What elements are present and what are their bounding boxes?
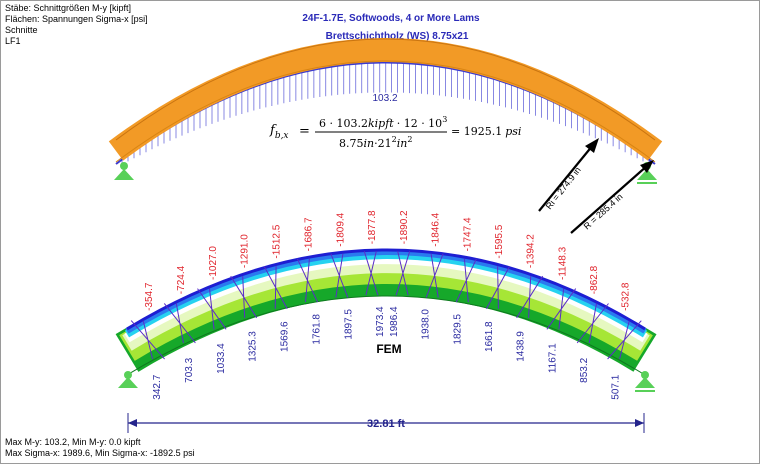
stress-label-bottom: 1661.8 xyxy=(484,321,495,352)
stress-label-top: -1148.3 xyxy=(557,246,568,280)
info-max-moment: Max M-y: 103.2, Min M-y: 0.0 kipft xyxy=(5,437,141,447)
stress-label-top: -1686.7 xyxy=(304,217,315,251)
stress-label-bottom: 1897.5 xyxy=(343,309,354,340)
support-lower-right[interactable] xyxy=(635,371,655,392)
stress-label-bottom: 853.2 xyxy=(579,357,590,382)
stress-label-bottom: 1167.1 xyxy=(547,343,558,373)
stress-label-top: -862.8 xyxy=(589,265,600,294)
stress-label-bottom: 1829.5 xyxy=(452,314,463,345)
upper-beam-top-edge xyxy=(115,38,656,141)
stress-label-top: -1394.2 xyxy=(526,234,537,268)
fem-label: FEM xyxy=(376,342,401,356)
stress-label-top: -1890.2 xyxy=(399,210,410,244)
info-loadcase: LF1 xyxy=(5,36,21,46)
stress-label-top: -1846.4 xyxy=(431,212,442,246)
stress-label-top: -1747.4 xyxy=(462,217,473,251)
moment-max-label: 103.2 xyxy=(372,93,397,104)
stress-label-bottom: 1569.6 xyxy=(280,321,291,352)
stress-label-bottom: 1438.9 xyxy=(516,331,527,362)
info-members: Stäbe: Schnittgrößen M-y [kipft] xyxy=(5,3,132,13)
title-section: Brettschichtholz (WS) 8.75x21 xyxy=(326,31,469,42)
stress-label-bottom: 1986.4 xyxy=(389,306,400,337)
moment-diagram-hatch xyxy=(121,62,650,165)
support-lower-left[interactable] xyxy=(118,371,138,388)
outer-radius-label: R = 285.4 in xyxy=(582,191,625,231)
stress-label-bottom: 1033.4 xyxy=(216,343,227,374)
stress-label-bottom: 703.3 xyxy=(184,357,195,382)
svg-text:6 · 103.2kipft· 12 · 103: 6 · 103.2kipft · 12 · 103 xyxy=(319,115,447,130)
upper-beam-bottom-edge xyxy=(115,60,656,163)
span-dimension: 32.81 ft xyxy=(127,413,645,433)
stress-label-top: -1809.4 xyxy=(335,212,346,246)
stress-label-bottom: 342.7 xyxy=(152,374,163,399)
stress-label-top: -1027.0 xyxy=(208,246,219,280)
stress-label-top: -1595.5 xyxy=(494,224,505,258)
stress-label-top: -1877.8 xyxy=(367,210,378,244)
svg-text:8.75in·212in2: 8.75in·212in2 xyxy=(339,135,412,150)
stress-label-top: -354.7 xyxy=(144,282,155,311)
fem-section-lines xyxy=(130,251,642,360)
upper-beam[interactable]: 103.2 xyxy=(108,38,663,165)
inner-radius-label: Ri = 274.9 in xyxy=(544,165,583,211)
stress-label-bottom: 1938.0 xyxy=(421,309,432,340)
span-length-label: 32.81 ft xyxy=(367,418,405,430)
stress-label-bottom: 1325.3 xyxy=(248,331,259,362)
stress-label-top: -532.8 xyxy=(620,282,631,311)
stress-label-bottom: 1973.4 xyxy=(375,306,386,337)
upper-beam-body xyxy=(108,38,663,161)
bending-stress-equation: fb,x = 6 · 103.2kipft · 12 · 103 8.75in·2… xyxy=(269,115,521,150)
support-upper-left[interactable] xyxy=(114,162,134,180)
stress-label-top: -1512.5 xyxy=(272,224,283,258)
info-sections: Schnitte xyxy=(5,25,38,35)
stress-labels: -354.7 342.7 -724.4 703.3 -1027.0 1033.4 -1291… xyxy=(144,210,632,400)
stress-label-top: -1291.0 xyxy=(240,234,251,268)
svg-text:fb,x: fb,x xyxy=(269,123,289,141)
info-surfaces: Flächen: Spannungen Sigma-x [psi] xyxy=(5,14,148,24)
stress-label-bottom: 507.1 xyxy=(610,374,621,399)
info-max-stress: Max Sigma-x: 1989.6, Min Sigma-x: -1892.… xyxy=(5,448,195,458)
stress-label-bottom: 1761.8 xyxy=(312,314,323,345)
title-grade: 24F-1.7E, Softwoods, 4 or More Lams xyxy=(302,13,480,24)
fem-beam[interactable]: FEM xyxy=(115,248,657,376)
svg-text:=: = xyxy=(299,124,310,139)
stress-label-top: -724.4 xyxy=(176,265,187,294)
